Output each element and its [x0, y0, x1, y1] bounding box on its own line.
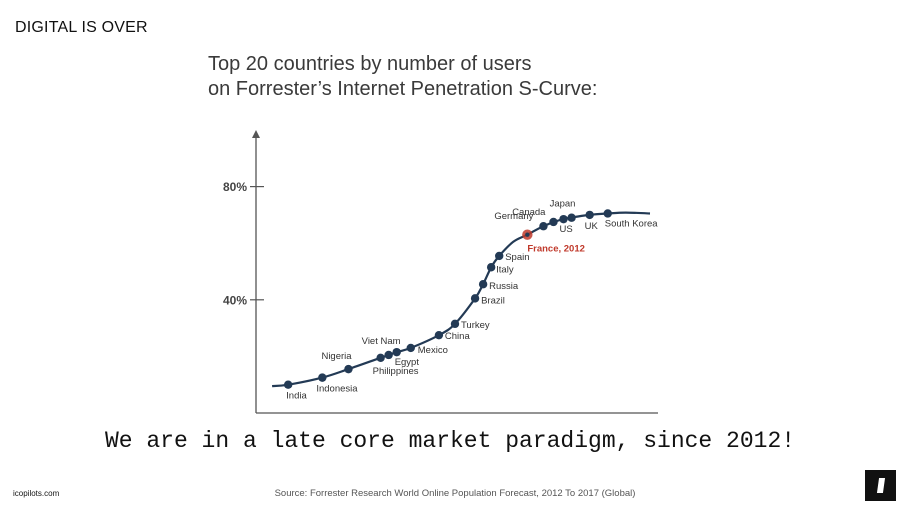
- label-uk: UK: [585, 221, 599, 232]
- point-russia: [478, 280, 488, 289]
- point-egypt: [392, 347, 401, 357]
- point-france-2012-core: [525, 232, 530, 237]
- label-viet-nam: Viet Nam: [362, 336, 401, 347]
- label-italy: Italy: [496, 264, 514, 275]
- point-canada: [549, 217, 558, 227]
- point-japan: [567, 213, 576, 222]
- label-japan: Japan: [550, 199, 576, 210]
- label-philippines: Philippines: [373, 366, 419, 377]
- label-india: India: [286, 391, 307, 402]
- label-egypt: Egypt: [395, 357, 420, 368]
- point-brazil: [470, 294, 480, 303]
- chart-title-line-2: on Forrester’s Internet Penetration S-Cu…: [208, 78, 598, 100]
- label-china: China: [445, 331, 471, 342]
- point-china: [434, 330, 444, 340]
- point-italy: [486, 263, 496, 272]
- label-spain: Spain: [505, 252, 529, 263]
- label-france-2012: France, 2012: [527, 244, 585, 255]
- y-axis-arrow-icon: [252, 130, 260, 138]
- footer-site: icopilots.com: [13, 489, 60, 498]
- point-nigeria: [344, 364, 353, 374]
- label-indonesia: Indonesia: [316, 384, 358, 395]
- point-germany: [539, 222, 548, 231]
- label-germany: Germany: [494, 211, 533, 222]
- point-india: [283, 380, 293, 389]
- point-us: [559, 214, 568, 224]
- tagline: We are in a late core market paradigm, s…: [104, 428, 796, 454]
- y-ticks: 80% 40%: [223, 180, 264, 307]
- point-spain: [495, 251, 504, 261]
- y-tick-label: 40%: [223, 293, 247, 307]
- point-philippines: [376, 353, 385, 363]
- label-turkey: Turkey: [461, 320, 490, 331]
- y-tick-label: 80%: [223, 180, 247, 194]
- point-mexico: [406, 343, 415, 353]
- country-labels: India Indonesia Nigeria Philippines Viet Nam…: [286, 199, 658, 402]
- label-russia: Russia: [489, 281, 519, 292]
- point-south-korea: [603, 209, 612, 218]
- chart-title: Top 20 countries by number of users on F…: [208, 52, 597, 102]
- chart-title-line-1: Top 20 countries by number of users: [208, 53, 532, 75]
- label-mexico: Mexico: [418, 345, 448, 356]
- point-viet-nam: [384, 350, 393, 360]
- country-points: [283, 209, 612, 389]
- label-canada: Canada: [512, 207, 546, 218]
- source-note: Source: Forrester Research World Online …: [274, 488, 636, 499]
- point-indonesia: [318, 373, 327, 382]
- section-title: DIGITAL IS OVER: [15, 19, 148, 36]
- label-nigeria: Nigeria: [321, 351, 352, 362]
- brand-logo-icon: [865, 470, 896, 501]
- point-turkey: [450, 319, 460, 329]
- chart-axes: [252, 130, 658, 414]
- label-south-korea: South Korea: [605, 218, 659, 229]
- label-brazil: Brazil: [481, 295, 505, 306]
- point-uk: [585, 210, 594, 220]
- label-us: US: [560, 224, 573, 235]
